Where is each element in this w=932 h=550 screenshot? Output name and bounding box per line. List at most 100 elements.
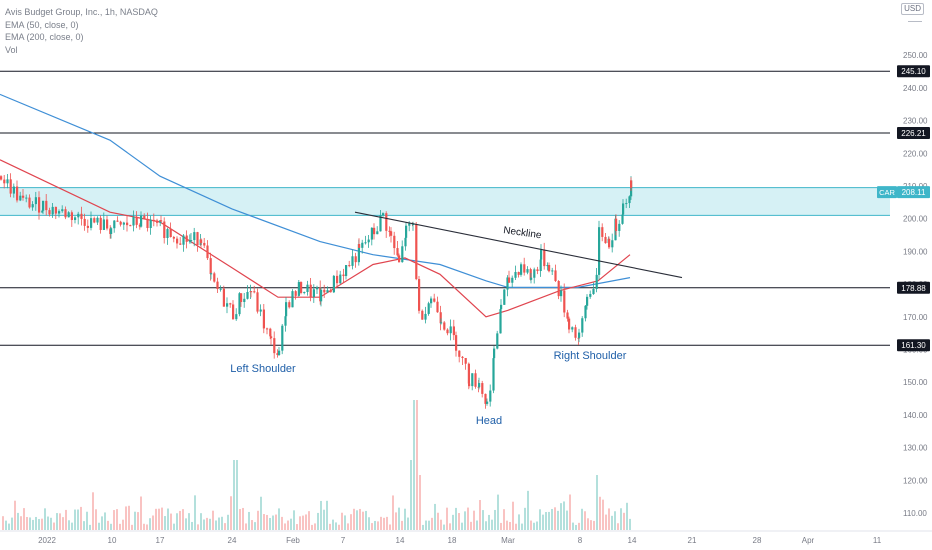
candle xyxy=(291,289,294,308)
candle xyxy=(332,274,335,294)
candle-body xyxy=(468,383,471,387)
candle xyxy=(80,206,83,226)
candle xyxy=(169,222,172,238)
volume-bar xyxy=(440,519,442,530)
candle-body xyxy=(80,213,83,219)
candle-body xyxy=(70,212,73,221)
candle-body xyxy=(86,225,89,228)
last-price-label: 208.11 xyxy=(902,188,926,197)
candle-body xyxy=(379,215,382,232)
volume-bar xyxy=(53,522,55,530)
volume-bar xyxy=(23,508,25,530)
candle-body xyxy=(493,348,496,359)
volume-bar xyxy=(206,517,208,530)
y-tick-label: 250.00 xyxy=(903,51,928,60)
neckline xyxy=(354,211,683,279)
volume-bar xyxy=(401,520,403,530)
volume-bar xyxy=(362,511,364,530)
symbol-title[interactable]: Avis Budget Group, Inc., 1h, NASDAQ xyxy=(5,7,158,17)
volume-bar xyxy=(221,516,223,530)
candle xyxy=(568,316,571,334)
indicator-ema50-label[interactable]: EMA (50, close, 0) xyxy=(5,19,79,30)
candle-body xyxy=(548,264,551,272)
volume-bar xyxy=(212,510,214,530)
candle-body xyxy=(458,350,461,357)
level-badge-label: 226.21 xyxy=(901,129,926,138)
candle-body xyxy=(16,186,19,201)
volume-bar xyxy=(431,517,433,530)
candle-body xyxy=(278,350,281,355)
candle-body xyxy=(560,290,563,297)
candle-body xyxy=(604,236,607,244)
candle-body xyxy=(250,291,253,293)
candle-body xyxy=(449,326,452,334)
volume-bar xyxy=(581,508,583,530)
volume-bar xyxy=(494,509,496,530)
candle-body xyxy=(102,219,105,230)
candle-body xyxy=(129,225,132,227)
volume-bar xyxy=(587,518,589,530)
volume-bar xyxy=(35,516,37,530)
volume-bar xyxy=(344,515,346,530)
candle-body xyxy=(58,211,61,214)
volume-bar xyxy=(500,522,502,530)
indicator-volume-label[interactable]: Vol xyxy=(5,44,18,55)
candle-body xyxy=(270,336,273,339)
candle xyxy=(74,216,77,224)
candle xyxy=(493,345,496,364)
candle xyxy=(511,275,514,288)
volume-bar xyxy=(455,507,457,530)
volume-bar xyxy=(320,500,322,530)
candle xyxy=(489,384,492,407)
y-tick-label: 140.00 xyxy=(903,411,928,420)
candle-body xyxy=(382,213,385,216)
candle xyxy=(618,220,621,237)
volume-bar xyxy=(536,521,538,530)
scale-drag-handle[interactable] xyxy=(908,14,922,22)
candle-body xyxy=(312,289,315,297)
volume-bar xyxy=(326,500,328,530)
candle-body xyxy=(166,229,169,238)
volume-bar xyxy=(215,520,217,530)
volume-bar xyxy=(266,514,268,530)
pattern-annotation-head: Head xyxy=(476,415,502,427)
volume-bar xyxy=(467,507,469,530)
candle xyxy=(273,331,276,359)
candle xyxy=(506,275,509,297)
volume-bar xyxy=(14,500,16,530)
volume-bar xyxy=(170,513,172,530)
candle-body xyxy=(628,196,631,204)
candle-body xyxy=(584,305,587,319)
volume-bar xyxy=(593,520,595,530)
candle xyxy=(106,215,109,231)
volume-bar xyxy=(146,524,148,530)
candle-body xyxy=(608,238,611,248)
candle-body xyxy=(554,270,557,281)
candle xyxy=(339,270,342,285)
candle-body xyxy=(405,225,408,238)
volume-bar xyxy=(71,522,73,530)
volume-bar xyxy=(290,518,292,530)
candle xyxy=(424,306,427,324)
indicator-ema200-label[interactable]: EMA (200, close, 0) xyxy=(5,32,84,42)
candle xyxy=(135,211,138,229)
volume-bar xyxy=(566,510,568,530)
x-tick-label: 14 xyxy=(628,536,637,545)
candle xyxy=(370,227,373,246)
volume-bar xyxy=(167,508,169,530)
candle-body xyxy=(418,279,421,311)
candle-body xyxy=(500,304,503,310)
candle-body xyxy=(110,228,113,234)
volume-bar xyxy=(434,503,436,530)
y-tick-label: 120.00 xyxy=(903,476,928,485)
candle-body xyxy=(300,282,303,293)
candle xyxy=(12,183,15,198)
candle-body xyxy=(169,229,172,238)
volume-bar xyxy=(269,517,271,530)
candle xyxy=(589,290,592,299)
volume-bar xyxy=(605,514,607,530)
candle-body xyxy=(246,292,249,299)
volume-bar xyxy=(521,523,523,530)
candle xyxy=(119,220,122,227)
